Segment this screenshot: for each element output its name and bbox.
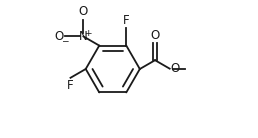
Text: O: O [55,30,64,43]
Text: F: F [123,14,130,27]
Text: −: − [61,36,68,45]
Text: O: O [79,5,88,18]
Text: O: O [171,62,180,75]
Text: O: O [150,29,160,42]
Text: N: N [79,30,88,43]
Text: +: + [84,29,92,38]
Text: F: F [67,79,73,92]
